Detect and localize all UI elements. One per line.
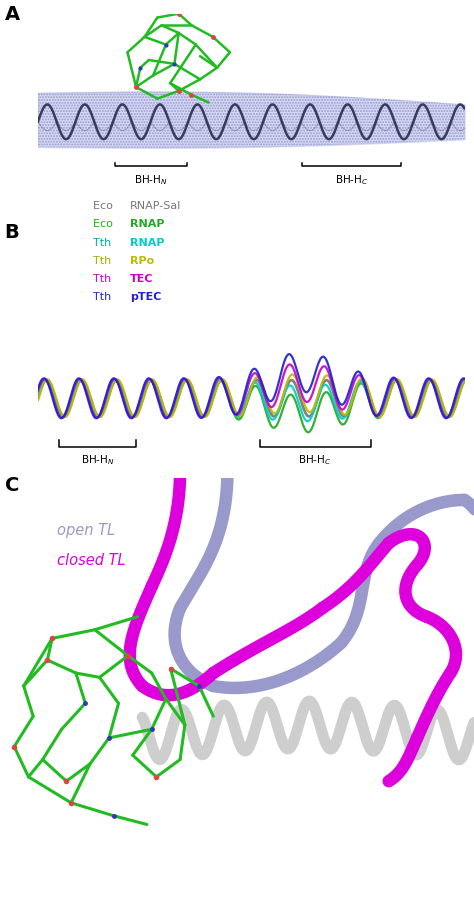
Text: BH-H$_N$: BH-H$_N$ bbox=[81, 454, 115, 467]
Text: Tth: Tth bbox=[93, 238, 115, 248]
Text: RNAP: RNAP bbox=[130, 238, 164, 248]
Text: Tth: Tth bbox=[93, 274, 115, 284]
Text: BH-H$_C$: BH-H$_C$ bbox=[335, 173, 368, 187]
Text: A: A bbox=[5, 5, 20, 24]
Text: RNAP-Sal: RNAP-Sal bbox=[130, 201, 181, 211]
Text: Tth: Tth bbox=[93, 292, 115, 302]
Text: Eco: Eco bbox=[93, 220, 117, 230]
Text: RNAP: RNAP bbox=[130, 220, 164, 230]
Text: Eco: Eco bbox=[93, 201, 117, 211]
Text: open TL: open TL bbox=[57, 523, 115, 537]
Text: C: C bbox=[5, 476, 19, 495]
Text: BH-H$_C$: BH-H$_C$ bbox=[299, 454, 332, 467]
Text: B: B bbox=[5, 223, 19, 242]
Text: RPo: RPo bbox=[130, 256, 154, 266]
Text: TEC: TEC bbox=[130, 274, 153, 284]
Text: pTEC: pTEC bbox=[130, 292, 161, 302]
Text: closed TL: closed TL bbox=[57, 553, 126, 568]
Text: Tth: Tth bbox=[93, 256, 115, 266]
Text: BH-H$_N$: BH-H$_N$ bbox=[134, 173, 168, 187]
